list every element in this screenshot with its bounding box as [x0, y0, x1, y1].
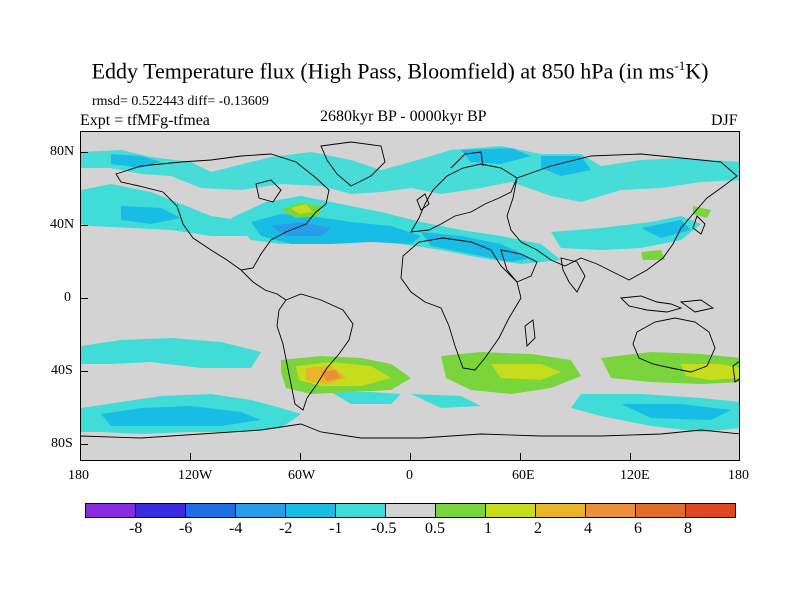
colorbar-swatch	[285, 503, 336, 518]
colorbar-swatch	[235, 503, 286, 518]
colorbar-label-1: 1	[484, 520, 492, 537]
lat-tick-80n	[80, 152, 88, 153]
coastlines	[81, 141, 739, 439]
coastline-new-zealand	[732, 360, 739, 383]
colorbar-label-minus6: -6	[179, 520, 193, 537]
colorbar-swatch	[185, 503, 236, 518]
coastline-antarctica	[81, 423, 739, 439]
coastline-new-guinea	[679, 299, 715, 313]
coastline-hudson-bay	[255, 179, 282, 203]
lon-label-120w: 120W	[178, 468, 213, 483]
lat-tick-0	[80, 298, 88, 299]
colorbar-swatch	[535, 503, 586, 518]
lon-label-180w: 180	[68, 468, 89, 483]
lon-label-120e: 120E	[620, 468, 650, 483]
lat-tick-40n	[80, 225, 88, 226]
coastline-south-america	[276, 293, 354, 411]
colorbar-swatch	[435, 503, 486, 518]
colorbar-swatch	[485, 503, 536, 518]
lat-label-40n: 40N	[50, 217, 75, 232]
coastline-asia	[506, 153, 738, 281]
colorbar-label-6: 6	[634, 520, 642, 537]
lon-tick-0	[410, 453, 411, 461]
colorbar-swatch	[385, 503, 436, 518]
coastline-arabia	[500, 249, 538, 283]
colorbar-label-minus1: -1	[329, 520, 343, 537]
coastline-british-isles	[416, 193, 430, 211]
colorbar-swatch	[685, 503, 736, 518]
coastline-africa	[400, 237, 522, 371]
lon-label-60e: 60E	[512, 468, 535, 483]
lon-label-0: 0	[406, 468, 413, 483]
colorbar-label-minus8: -8	[129, 520, 143, 537]
lon-label-180e: 180	[728, 468, 749, 483]
colorbar-label-8: 8	[684, 520, 692, 537]
lon-label-60w: 60W	[288, 468, 316, 483]
colorbar-label-0-5: 0.5	[425, 520, 445, 537]
colorbar-label-minus4: -4	[229, 520, 243, 537]
season-label: DJF	[711, 112, 738, 129]
colorbar-swatch	[585, 503, 636, 518]
lat-label-80n: 80N	[50, 144, 75, 159]
colorbar-swatch	[335, 503, 386, 518]
coastline-australia	[632, 317, 716, 373]
coastline-scandinavia	[450, 151, 484, 169]
colorbar-label-2: 2	[534, 520, 542, 537]
colorbar-label-minus2: -2	[279, 520, 293, 537]
coastline-madagascar	[524, 319, 536, 347]
coastline-india	[560, 257, 586, 293]
lon-tick-120w	[190, 453, 191, 461]
coastline-indonesia	[620, 295, 683, 313]
lon-tick-120e	[630, 453, 631, 461]
lat-tick-40s	[80, 371, 88, 372]
coastline-greenland	[320, 141, 386, 187]
colorbar-label-4: 4	[584, 520, 592, 537]
colorbar	[85, 503, 736, 518]
lon-tick-60w	[300, 453, 301, 461]
lat-label-80s: 80S	[51, 436, 73, 451]
experiment-label: Expt = tfMFg-tfmea	[80, 112, 210, 129]
colorbar-swatch	[85, 503, 136, 518]
lat-label-40s: 40S	[51, 363, 73, 378]
colorbar-label-minus0-5: -0.5	[371, 520, 397, 537]
world-map-panel	[80, 131, 740, 461]
coastline-central-america	[240, 269, 287, 301]
map-title: Eddy Temperature flux (High Pass, Bloomf…	[91, 58, 709, 84]
rmsd-diff-stats: rmsd= 0.522443 diff= -0.13609	[92, 94, 269, 109]
colorbar-swatch	[135, 503, 186, 518]
lon-tick-60e	[520, 453, 521, 461]
coastline-north-america	[115, 153, 330, 271]
coastline-japan	[692, 215, 706, 235]
lat-tick-80s	[80, 444, 88, 445]
negative-flux-regions	[81, 146, 739, 434]
period-label: 2680kyr BP - 0000kyr BP	[320, 108, 487, 125]
colorbar-swatch	[635, 503, 686, 518]
lat-label-0: 0	[64, 290, 71, 305]
